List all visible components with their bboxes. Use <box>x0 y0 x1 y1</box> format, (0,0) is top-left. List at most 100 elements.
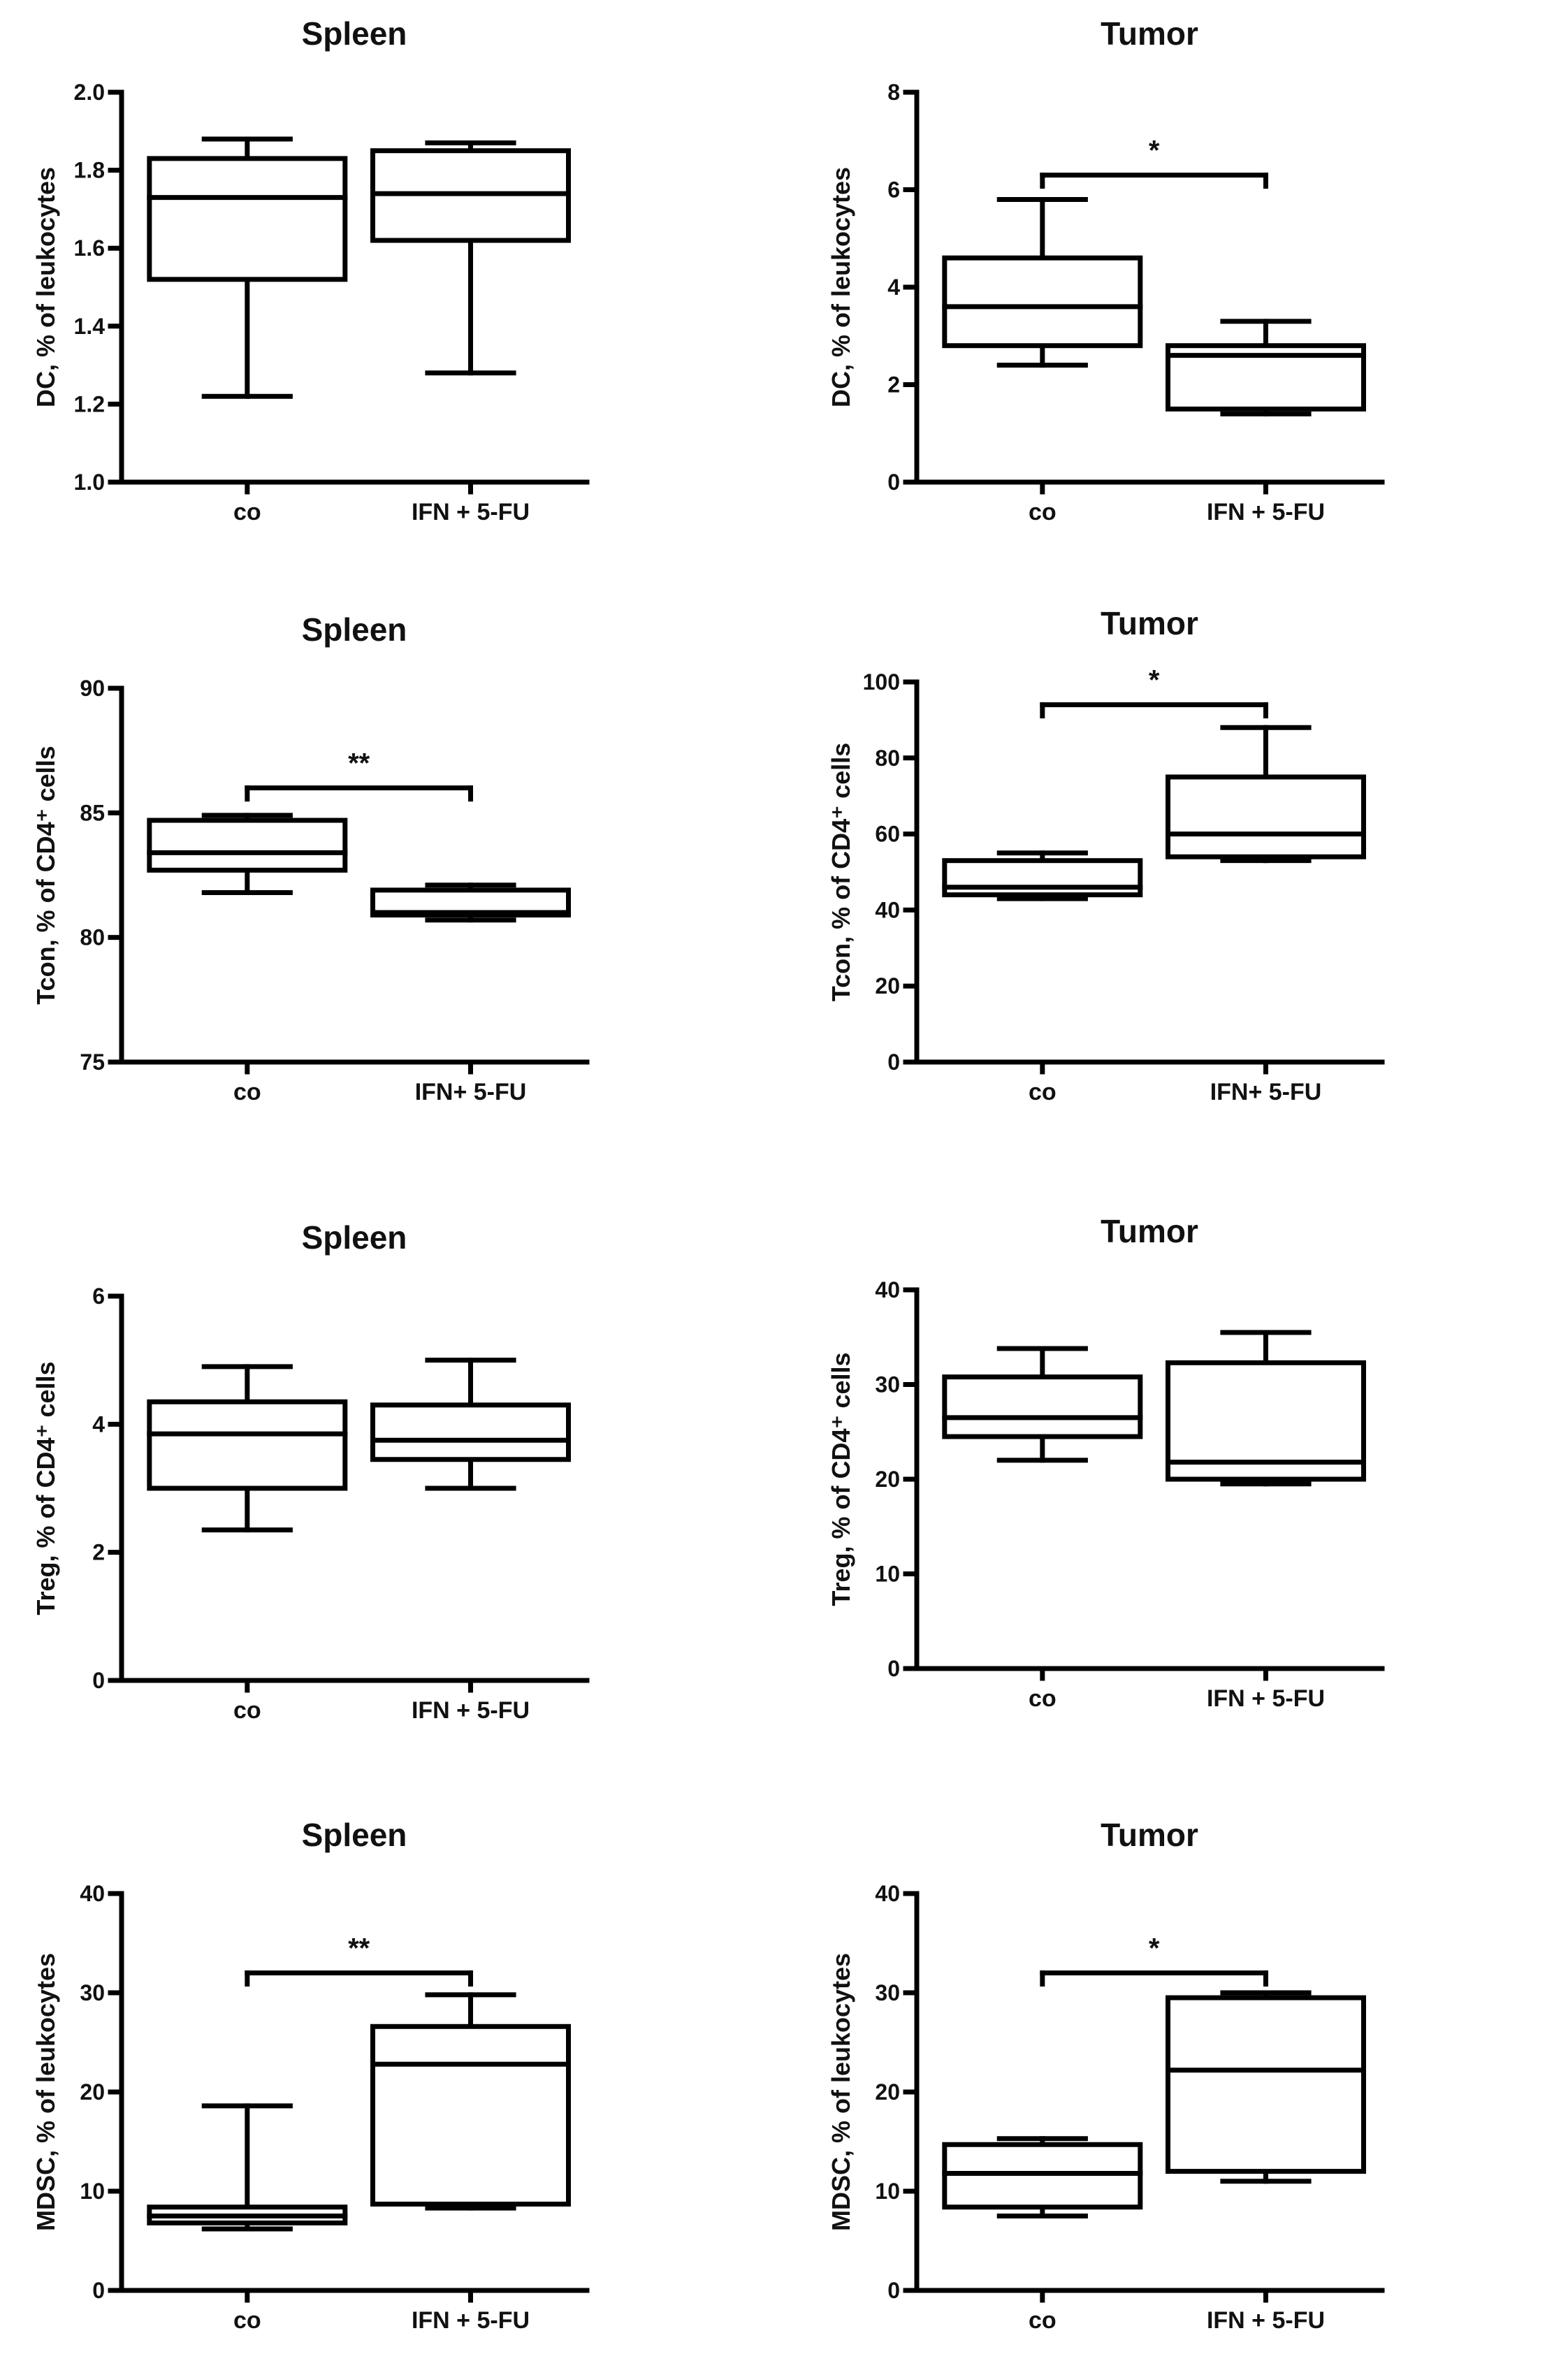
y-tick-label: 0 <box>887 470 900 495</box>
significance-bracket: * <box>1040 1933 1268 1987</box>
x-category-label: IFN + 5-FU <box>1207 499 1325 525</box>
y-tick-label: 2 <box>887 372 900 398</box>
box-co <box>942 2136 1143 2218</box>
significance-label: * <box>1149 136 1160 166</box>
box-treatment <box>370 1358 571 1491</box>
panel-title: Tumor <box>1101 1213 1198 1249</box>
panel-title: Tumor <box>1101 605 1198 641</box>
y-tick-label: 1.6 <box>74 235 105 261</box>
significance-bracket: * <box>1040 136 1268 189</box>
y-axis-label: Treg, % of CD4⁺ cells <box>31 1361 60 1615</box>
interquartile-box <box>147 156 348 282</box>
panel-3: Spleen Tcon, % of CD4⁺ cells 75 80 85 90 co IFN… <box>31 611 590 1105</box>
y-tick-label: 4 <box>92 1411 105 1437</box>
interquartile-box <box>147 1399 348 1491</box>
y-tick-label: 80 <box>875 746 900 771</box>
interquartile-box <box>370 1402 571 1462</box>
x-category-label: IFN+ 5-FU <box>1210 1079 1322 1105</box>
y-tick-label: 10 <box>875 1562 900 1587</box>
y-tick-label: 30 <box>875 1980 900 2005</box>
panel-4: Tumor Tcon, % of CD4⁺ cells 0 20 40 60 80 100 co… <box>827 605 1385 1105</box>
panel-1: Spleen DC, % of leukocytes 1.0 1.2 1.4 1.6 1.8… <box>31 15 590 525</box>
x-category-label: IFN + 5-FU <box>412 1697 530 1724</box>
panel-title: Tumor <box>1101 15 1198 52</box>
interquartile-box <box>147 818 348 873</box>
y-tick-label: 6 <box>92 1284 105 1309</box>
significance-label: ** <box>348 1933 370 1964</box>
y-axis-label: Tcon, % of CD4⁺ cells <box>827 743 855 1001</box>
y-tick-label: 0 <box>92 1668 105 1693</box>
x-category-label: IFN + 5-FU <box>412 2307 530 2334</box>
y-axis-label: MDSC, % of leukocytes <box>31 1953 60 2231</box>
box-co <box>147 1364 348 1533</box>
panel-2: Tumor DC, % of leukocytes 0 2 4 6 8 co IFN + 5-F… <box>827 15 1385 525</box>
interquartile-box <box>942 858 1143 898</box>
interquartile-box <box>942 1374 1143 1439</box>
y-tick-label: 0 <box>887 1656 900 1681</box>
x-category-label: IFN+ 5-FU <box>415 1079 527 1105</box>
box-co <box>942 196 1143 368</box>
y-tick-label: 20 <box>875 973 900 998</box>
significance-label: * <box>1149 1933 1160 1964</box>
box-co <box>147 136 348 399</box>
x-category-label: IFN + 5-FU <box>1207 2307 1325 2334</box>
y-tick-label: 0 <box>92 2278 105 2303</box>
y-tick-label: 75 <box>80 1049 105 1075</box>
interquartile-box <box>370 2024 571 2207</box>
x-category-label: co <box>233 1697 261 1724</box>
panel-8: Tumor MDSC, % of leukocytes 0 10 20 30 40 co IFN… <box>827 1817 1385 2334</box>
panel-title: Spleen <box>302 1817 407 1853</box>
interquartile-box <box>942 2142 1143 2210</box>
y-tick-label: 40 <box>875 897 900 922</box>
y-tick-label: 1.4 <box>74 314 106 339</box>
significance-bracket: * <box>1040 665 1268 719</box>
y-tick-label: 0 <box>887 1049 900 1075</box>
y-tick-label: 1.2 <box>74 391 105 416</box>
y-tick-label: 1.8 <box>74 158 105 183</box>
y-axis-label: Tcon, % of CD4⁺ cells <box>31 746 60 1004</box>
y-tick-label: 60 <box>875 822 900 847</box>
panel-title: Spleen <box>302 15 407 52</box>
box-co <box>942 1346 1143 1463</box>
interquartile-box <box>942 255 1143 349</box>
box-co <box>942 850 1143 901</box>
panel-title: Tumor <box>1101 1817 1198 1853</box>
y-axis-label: DC, % of leukocytes <box>31 167 60 407</box>
y-tick-label: 8 <box>887 80 900 105</box>
y-tick-label: 40 <box>875 1277 900 1302</box>
significance-bracket: ** <box>245 748 473 802</box>
y-tick-label: 100 <box>863 669 900 695</box>
x-category-label: IFN + 5-FU <box>1207 1685 1325 1712</box>
box-treatment <box>370 1992 571 2211</box>
y-tick-label: 20 <box>875 1467 900 1492</box>
box-treatment <box>1166 1990 1366 2184</box>
significance-label: * <box>1149 665 1160 696</box>
box-treatment <box>1166 319 1366 416</box>
y-axis-label: DC, % of leukocytes <box>827 167 855 407</box>
box-treatment <box>370 140 571 376</box>
y-tick-label: 1.0 <box>74 470 105 495</box>
y-tick-label: 4 <box>887 275 900 300</box>
x-category-label: co <box>1029 2307 1057 2334</box>
panel-title: Spleen <box>302 611 407 648</box>
y-tick-label: 10 <box>80 2179 105 2204</box>
y-tick-label: 80 <box>80 925 105 950</box>
significance-label: ** <box>348 748 370 779</box>
y-axis-label: Treg, % of CD4⁺ cells <box>827 1352 855 1606</box>
significance-bracket: ** <box>245 1933 473 1987</box>
y-tick-label: 30 <box>80 1980 105 2005</box>
panel-6: Tumor Treg, % of CD4⁺ cells 0 10 20 30 40 co IFN… <box>827 1213 1385 1712</box>
x-category-label: co <box>233 1079 261 1105</box>
y-tick-label: 20 <box>875 2079 900 2105</box>
panel-title: Spleen <box>302 1219 407 1256</box>
x-category-label: IFN + 5-FU <box>412 499 530 525</box>
x-category-label: co <box>1029 1079 1057 1105</box>
y-tick-label: 30 <box>875 1372 900 1397</box>
box-treatment <box>1166 725 1366 864</box>
box-co <box>147 2103 348 2232</box>
y-tick-label: 85 <box>80 800 105 825</box>
box-treatment <box>1166 1330 1366 1487</box>
x-category-label: co <box>1029 499 1057 525</box>
y-tick-label: 0 <box>887 2278 900 2303</box>
